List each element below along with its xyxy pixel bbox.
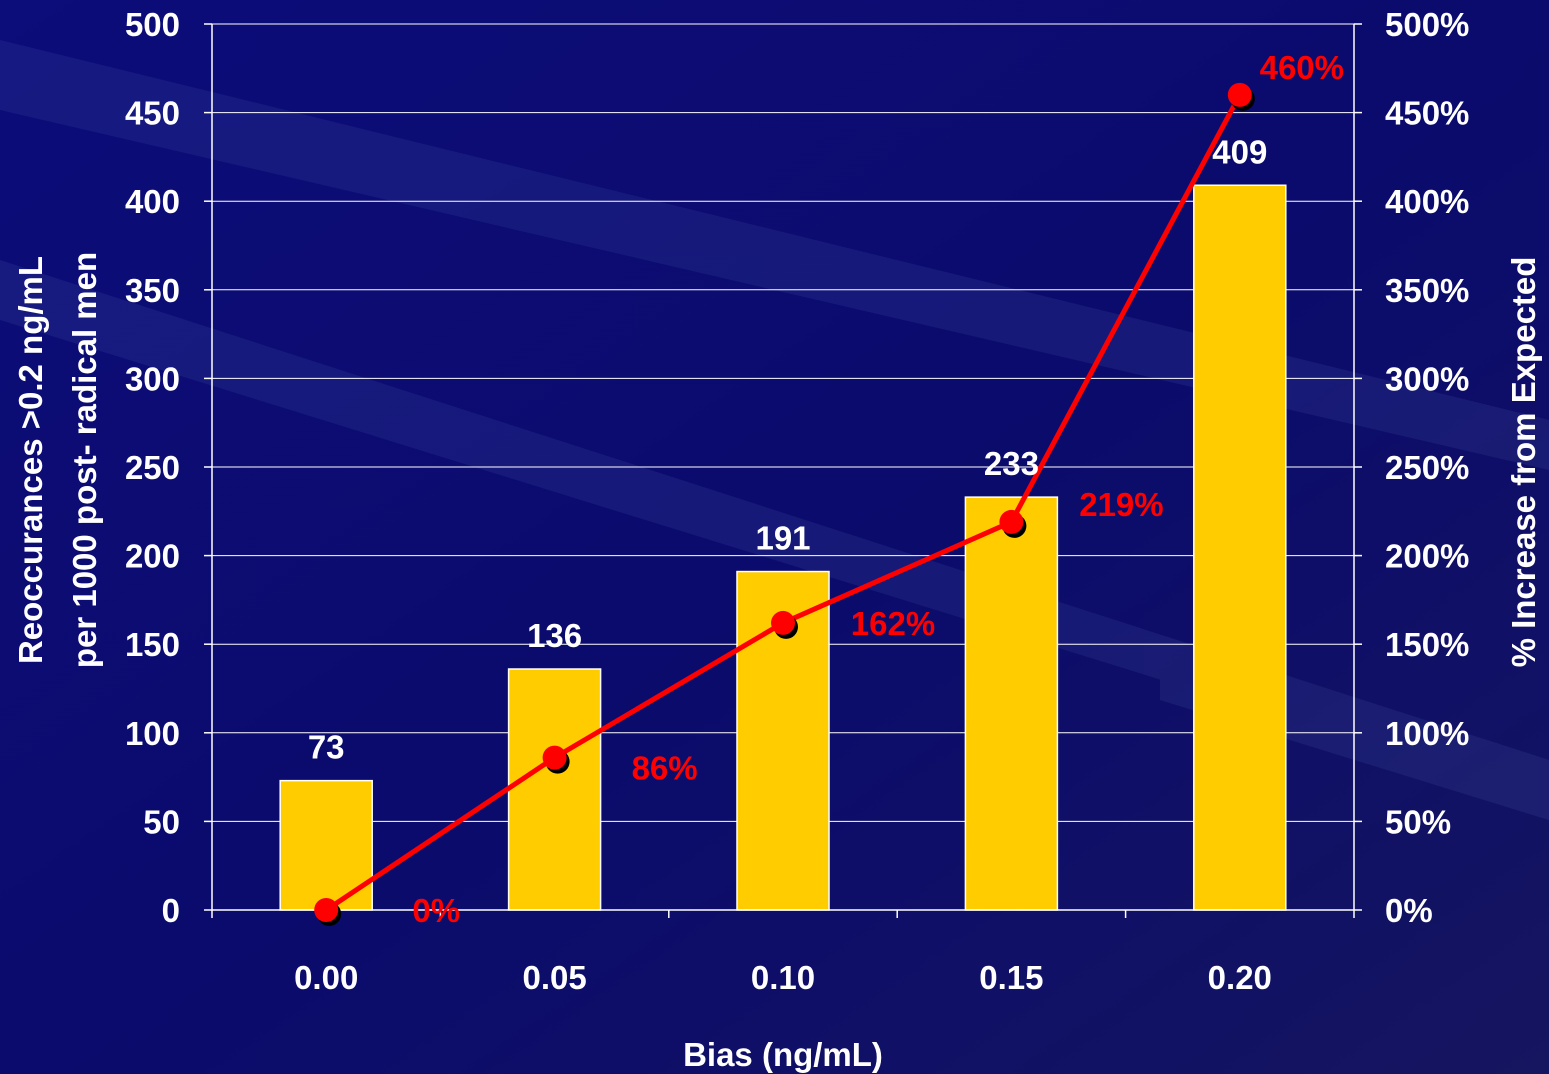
y-axis-title-line-1: Reoccurances >0.2 ng/mL xyxy=(12,256,49,664)
x-tick-label: 0.10 xyxy=(751,959,815,996)
x-tick-label: 0.15 xyxy=(979,959,1043,996)
y-axis-title-line-2: per 1000 post- radical men xyxy=(66,252,103,668)
right-tick-label: 0% xyxy=(1385,892,1433,929)
bar-value-label: 136 xyxy=(527,617,582,654)
left-tick-label: 150 xyxy=(125,626,180,663)
line-point xyxy=(314,898,339,922)
left-tick-label: 100 xyxy=(125,715,180,752)
x-tick-label: 0.05 xyxy=(522,959,586,996)
line-value-label: 86% xyxy=(632,750,698,787)
line-point xyxy=(1227,82,1252,107)
left-tick-label: 300 xyxy=(125,360,180,397)
right-tick-label: 150% xyxy=(1385,626,1469,663)
bar xyxy=(964,496,1059,911)
right-tick-label: 350% xyxy=(1385,272,1469,309)
bar-value-label: 233 xyxy=(984,445,1039,482)
labels: 73 136 191 233 409 0 50 100 150 200 250 300 350 400 45… xyxy=(12,6,1542,1073)
right-tick-label: 500% xyxy=(1385,6,1469,43)
axes xyxy=(204,23,1362,918)
line-point xyxy=(542,745,567,770)
left-tick-label: 500 xyxy=(125,6,180,43)
right-tick-label: 400% xyxy=(1385,183,1469,220)
right-tick-label: 300% xyxy=(1385,360,1469,397)
x-tick-label: 0.20 xyxy=(1208,959,1272,996)
left-tick-label: 400 xyxy=(125,183,180,220)
left-tick-label: 450 xyxy=(125,95,180,132)
percent-line xyxy=(314,82,1255,926)
bars xyxy=(279,184,1287,911)
bar-value-label: 73 xyxy=(308,729,345,766)
left-tick-label: 350 xyxy=(125,272,180,309)
line-point xyxy=(771,610,795,635)
line-value-label: 219% xyxy=(1079,486,1163,523)
y2-axis-title: % Increase from Expected xyxy=(1505,257,1542,668)
right-tick-label: 450% xyxy=(1385,95,1469,132)
right-tick-label: 200% xyxy=(1385,538,1469,575)
line-point xyxy=(999,509,1024,534)
left-tick-label: 200 xyxy=(125,538,180,575)
line-value-label: 0% xyxy=(412,892,460,929)
line-value-label: 460% xyxy=(1260,49,1344,86)
left-tick-label: 250 xyxy=(125,449,180,486)
right-tick-label: 250% xyxy=(1385,449,1469,486)
line-value-label: 162% xyxy=(851,605,935,642)
x-axis-title: Bias (ng/mL) xyxy=(683,1036,883,1073)
right-tick-label: 50% xyxy=(1385,803,1451,840)
left-tick-label: 0 xyxy=(162,892,180,929)
bar xyxy=(1193,184,1287,911)
bar-value-label: 409 xyxy=(1212,133,1267,170)
right-tick-label: 100% xyxy=(1385,715,1469,752)
bar-value-label: 191 xyxy=(755,520,810,557)
left-tick-label: 50 xyxy=(143,803,180,840)
x-tick-label: 0.00 xyxy=(294,959,358,996)
bar xyxy=(507,668,602,911)
